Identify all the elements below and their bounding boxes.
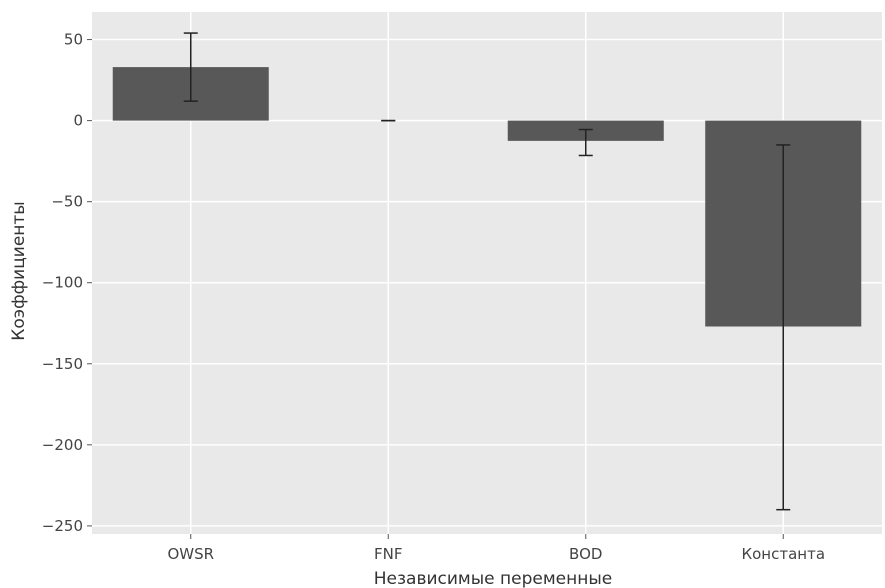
x-ticks-group: OWSR FNF BOD Константа [167, 534, 825, 563]
error-bars-group [183, 32, 791, 511]
y-tick-label: 50 [64, 31, 83, 49]
x-tick-label: OWSR [167, 545, 214, 563]
y-ticks-group: 50 0 −50 −100 −150 −200 −250 [42, 31, 92, 535]
x-tick-label: FNF [374, 545, 402, 563]
y-tick-label: 0 [73, 112, 83, 130]
y-tick-label: −200 [42, 436, 83, 454]
y-tick-label: −150 [42, 355, 83, 373]
x-axis-label: Независимые переменные [374, 569, 613, 588]
y-tick-label: −50 [51, 193, 83, 211]
y-axis-label: Коэффициенты [9, 201, 29, 340]
y-tick-label: −250 [42, 517, 83, 535]
y-tick-label: −100 [42, 274, 83, 292]
x-tick-label: BOD [569, 545, 602, 563]
x-tick-label: Константа [741, 545, 825, 563]
